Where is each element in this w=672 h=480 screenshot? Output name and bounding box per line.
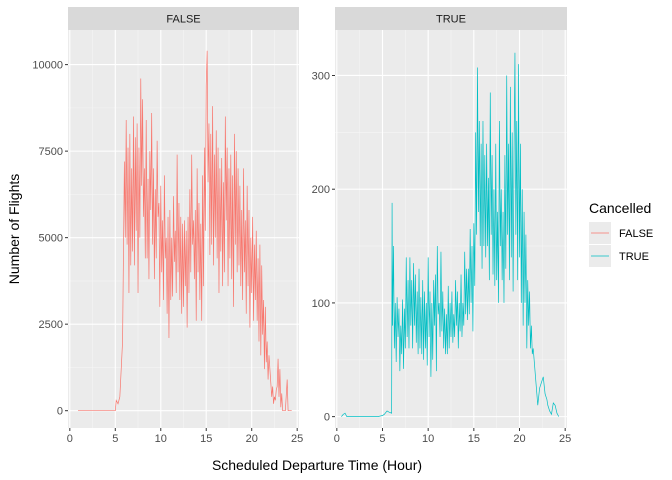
y-tick-label: 100	[312, 298, 330, 310]
series-line-true	[341, 52, 560, 417]
x-axis-true: 0 5 10 15 20 25	[334, 428, 571, 445]
panel-false: FALSE 0 2500 5000 7500 10000 0 5 10 15 20 25	[32, 7, 303, 445]
y-tick-label: 0	[57, 406, 63, 418]
y-tick-label: 200	[312, 184, 330, 196]
y-tick-label: 5000	[39, 233, 63, 245]
legend-title: Cancelled	[589, 200, 651, 216]
strip-label-false: FALSE	[166, 14, 200, 26]
y-tick-label: 2500	[39, 319, 63, 331]
y-axis-title: Number of Flights	[6, 174, 22, 284]
strip-label-true: TRUE	[436, 14, 466, 26]
legend: Cancelled FALSE TRUE	[589, 200, 653, 267]
x-tick-label: 10	[422, 433, 434, 445]
x-axis-title: Scheduled Departure Time (Hour)	[212, 457, 422, 473]
x-tick-label: 10	[155, 433, 167, 445]
y-tick-label: 300	[312, 70, 330, 82]
y-tick-label: 7500	[39, 146, 63, 158]
x-tick-label: 5	[379, 433, 385, 445]
x-tick-label: 0	[67, 433, 73, 445]
legend-entry-false: FALSE	[589, 222, 653, 244]
x-tick-label: 20	[246, 433, 258, 445]
x-tick-label: 25	[559, 433, 571, 445]
legend-label-false: FALSE	[619, 228, 653, 240]
y-tick-label: 10000	[32, 60, 63, 72]
legend-label-true: TRUE	[619, 251, 649, 263]
legend-entry-true: TRUE	[589, 245, 649, 267]
y-tick-label: 0	[324, 412, 330, 424]
x-tick-label: 15	[200, 433, 212, 445]
x-tick-label: 5	[112, 433, 118, 445]
strip-background-false	[68, 7, 299, 30]
x-tick-label: 15	[468, 433, 480, 445]
strip-background-true	[335, 7, 567, 30]
x-axis-false: 0 5 10 15 20 25	[67, 428, 303, 445]
series-line-false	[78, 50, 292, 412]
y-axis-true: 0 100 200 300	[312, 70, 335, 424]
x-tick-label: 20	[513, 433, 525, 445]
panel-true: TRUE 0 100 200 300 0 5 10 15 20 25	[312, 7, 571, 445]
x-tick-label: 25	[291, 433, 303, 445]
x-tick-label: 0	[334, 433, 340, 445]
y-axis-false: 0 2500 5000 7500 10000	[32, 60, 68, 418]
